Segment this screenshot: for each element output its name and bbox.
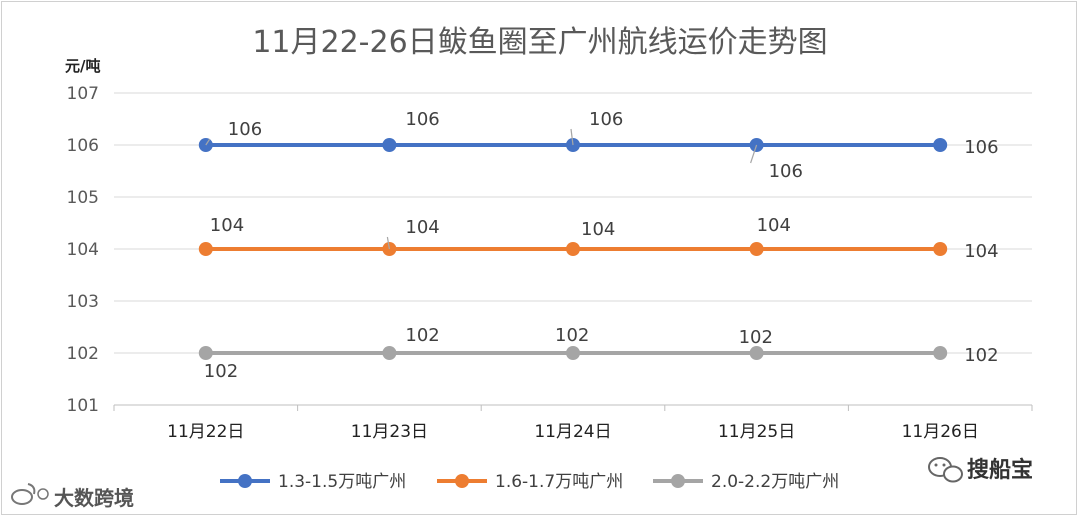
y-tick-label: 104 xyxy=(67,240,99,260)
y-tick-label: 106 xyxy=(67,136,99,156)
leader-line xyxy=(750,144,758,164)
series-layer xyxy=(198,138,948,360)
data-label: 106 xyxy=(964,137,998,158)
weibo-icon xyxy=(11,483,49,505)
y-tick-label: 101 xyxy=(67,396,99,416)
data-label: 106 xyxy=(589,109,623,130)
data-label: 102 xyxy=(405,325,439,346)
legend-label: 2.0-2.2万吨广州 xyxy=(711,472,839,492)
data-point xyxy=(933,346,948,360)
y-tick-label: 105 xyxy=(67,188,99,208)
weibo-watermark: 大数跨境 xyxy=(11,483,134,510)
data-label: 104 xyxy=(964,241,998,262)
data-point xyxy=(933,242,948,256)
data-label: 104 xyxy=(210,215,244,236)
data-point xyxy=(198,346,213,360)
data-label: 104 xyxy=(757,215,791,236)
data-label: 102 xyxy=(204,361,238,382)
leader-line xyxy=(205,138,211,146)
data-label: 106 xyxy=(228,119,262,140)
wechat-watermark: 搜船宝 xyxy=(928,457,1033,483)
y-tick-label: 107 xyxy=(67,84,99,104)
legend-swatch-marker xyxy=(455,474,469,488)
data-label: 106 xyxy=(769,161,803,182)
x-tick-label: 11月23日 xyxy=(351,422,428,442)
x-tick-label: 11月22日 xyxy=(167,422,244,442)
y-axis-ticks: 101 102 103 104 105 106 107 xyxy=(67,84,99,416)
legend-label: 1.3-1.5万吨广州 xyxy=(278,472,406,492)
legend-label: 1.6-1.7万吨广州 xyxy=(495,472,623,492)
data-labels: 106 106 106 106 106 104 104 104 104 104 102 102 102 1… xyxy=(204,109,999,382)
data-label: 104 xyxy=(405,217,439,238)
legend-swatch-marker xyxy=(671,474,685,488)
data-label: 106 xyxy=(405,109,439,130)
x-tick-label: 11月26日 xyxy=(902,422,979,442)
wechat-icon xyxy=(928,457,963,483)
y-tick-label: 102 xyxy=(67,344,99,364)
y-axis-unit-label: 元/吨 xyxy=(65,57,100,75)
x-tick-label: 11月24日 xyxy=(534,422,611,442)
watermark-left-text: 大数跨境 xyxy=(54,486,134,510)
data-point xyxy=(382,138,397,152)
x-tick-label: 11月25日 xyxy=(718,422,795,442)
data-label: 102 xyxy=(555,325,589,346)
data-point xyxy=(749,346,764,360)
watermark-right-text: 搜船宝 xyxy=(967,457,1033,483)
chart-title: 11月22-26日鲅鱼圈至广州航线运价走势图 xyxy=(252,25,827,60)
x-axis-ticks: 11月22日 11月23日 11月24日 11月25日 11月26日 xyxy=(113,404,1033,442)
legend: 1.3-1.5万吨广州 1.6-1.7万吨广州 2.0-2.2万吨广州 xyxy=(220,472,839,492)
data-point xyxy=(566,242,580,256)
data-label: 102 xyxy=(964,345,998,366)
data-label: 102 xyxy=(739,327,773,348)
data-point xyxy=(933,138,948,152)
data-point xyxy=(749,242,764,256)
data-point xyxy=(382,346,397,360)
data-label: 104 xyxy=(581,219,615,240)
leader-line xyxy=(386,236,390,250)
y-tick-label: 103 xyxy=(67,292,99,312)
legend-swatch-marker xyxy=(238,474,252,488)
data-point xyxy=(566,346,580,360)
data-point xyxy=(198,242,213,256)
leader-line xyxy=(570,128,574,146)
